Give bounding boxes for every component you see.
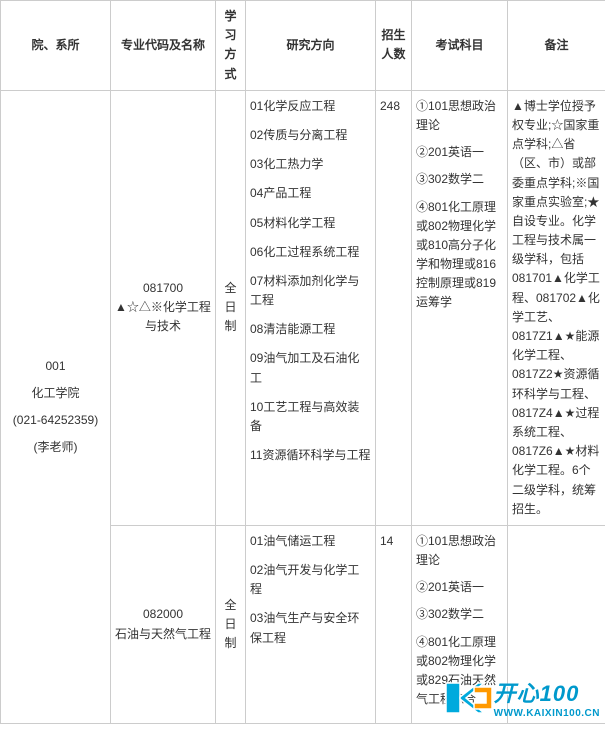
header-exam: 考试科目 — [412, 1, 508, 91]
header-direction: 研究方向 — [246, 1, 376, 91]
direction-item: 09油气加工及石油化工 — [250, 349, 371, 387]
header-dept: 院、系所 — [1, 1, 111, 91]
table-header-row: 院、系所 专业代码及名称 学习方式 研究方向 招生人数 考试科目 备注 — [1, 1, 605, 91]
directions-cell: 01油气储运工程 02油气开发与化学工程 03油气生产与安全环保工程 — [246, 525, 376, 724]
header-note: 备注 — [508, 1, 605, 91]
exam-item: ①101思想政治理论 — [416, 97, 503, 135]
dept-code: 001 — [5, 357, 106, 376]
direction-item: 02传质与分离工程 — [250, 126, 371, 145]
direction-item: 01油气储运工程 — [250, 532, 371, 551]
exam-cell: ①101思想政治理论 ②201英语一 ③302数学二 ④801化工原理 或802… — [412, 90, 508, 525]
dept-name: 化工学院 — [5, 384, 106, 403]
exam-item: ③302数学二 — [416, 170, 503, 189]
watermark-logo: 开心100 WWW.KAIXIN100.CN — [444, 676, 600, 719]
direction-item: 03油气生产与安全环保工程 — [250, 609, 371, 647]
num-cell: 248 — [376, 90, 412, 525]
header-mode: 学习方式 — [216, 1, 246, 91]
direction-item: 02油气开发与化学工程 — [250, 561, 371, 599]
major-cell: 082000 石油与天然气工程 — [111, 525, 216, 724]
exam-item: ④801化工原理 或802物理化学或810高分子化学和物理或816控制原理或81… — [416, 198, 503, 313]
mode-cell: 全日制 — [216, 525, 246, 724]
major-cell: 081700 ▲☆△※化学工程与技术 — [111, 90, 216, 525]
direction-item: 01化学反应工程 — [250, 97, 371, 116]
direction-item: 08清洁能源工程 — [250, 320, 371, 339]
note-cell: ▲博士学位授予权专业;☆国家重点学科;△省（区、市）或部委重点学科;※国家重点实… — [508, 90, 605, 525]
logo-icon — [444, 679, 494, 717]
direction-item: 04产品工程 — [250, 184, 371, 203]
direction-item: 05材料化学工程 — [250, 214, 371, 233]
logo-text-block: 开心100 WWW.KAIXIN100.CN — [494, 676, 600, 719]
exam-item: ③302数学二 — [416, 605, 503, 624]
major-code: 082000 — [115, 605, 211, 624]
dept-phone: (021-64252359) — [5, 411, 106, 430]
direction-item: 03化工热力学 — [250, 155, 371, 174]
direction-item: 10工艺工程与高效装备 — [250, 398, 371, 436]
exam-item: ②201英语一 — [416, 578, 503, 597]
table-row: 001 化工学院 (021-64252359) (李老师) 081700 ▲☆△… — [1, 90, 605, 525]
direction-item: 07材料添加剂化学与工程 — [250, 272, 371, 310]
logo-url: WWW.KAIXIN100.CN — [494, 708, 600, 719]
direction-item: 11资源循环科学与工程 — [250, 446, 371, 465]
dept-cell: 001 化工学院 (021-64252359) (李老师) — [1, 90, 111, 724]
dept-teacher: (李老师) — [5, 438, 106, 457]
header-major: 专业代码及名称 — [111, 1, 216, 91]
exam-item: ①101思想政治理论 — [416, 532, 503, 570]
exam-item: ②201英语一 — [416, 143, 503, 162]
logo-brand: 开心100 — [494, 676, 600, 708]
major-name: 石油与天然气工程 — [115, 625, 211, 644]
major-code: 081700 — [115, 279, 211, 298]
mode-cell: 全日制 — [216, 90, 246, 525]
num-cell: 14 — [376, 525, 412, 724]
header-num: 招生人数 — [376, 1, 412, 91]
admissions-table: 院、系所 专业代码及名称 学习方式 研究方向 招生人数 考试科目 备注 001 … — [0, 0, 605, 724]
major-name: ▲☆△※化学工程与技术 — [115, 298, 211, 336]
directions-cell: 01化学反应工程 02传质与分离工程 03化工热力学 04产品工程 05材料化学… — [246, 90, 376, 525]
direction-item: 06化工过程系统工程 — [250, 243, 371, 262]
